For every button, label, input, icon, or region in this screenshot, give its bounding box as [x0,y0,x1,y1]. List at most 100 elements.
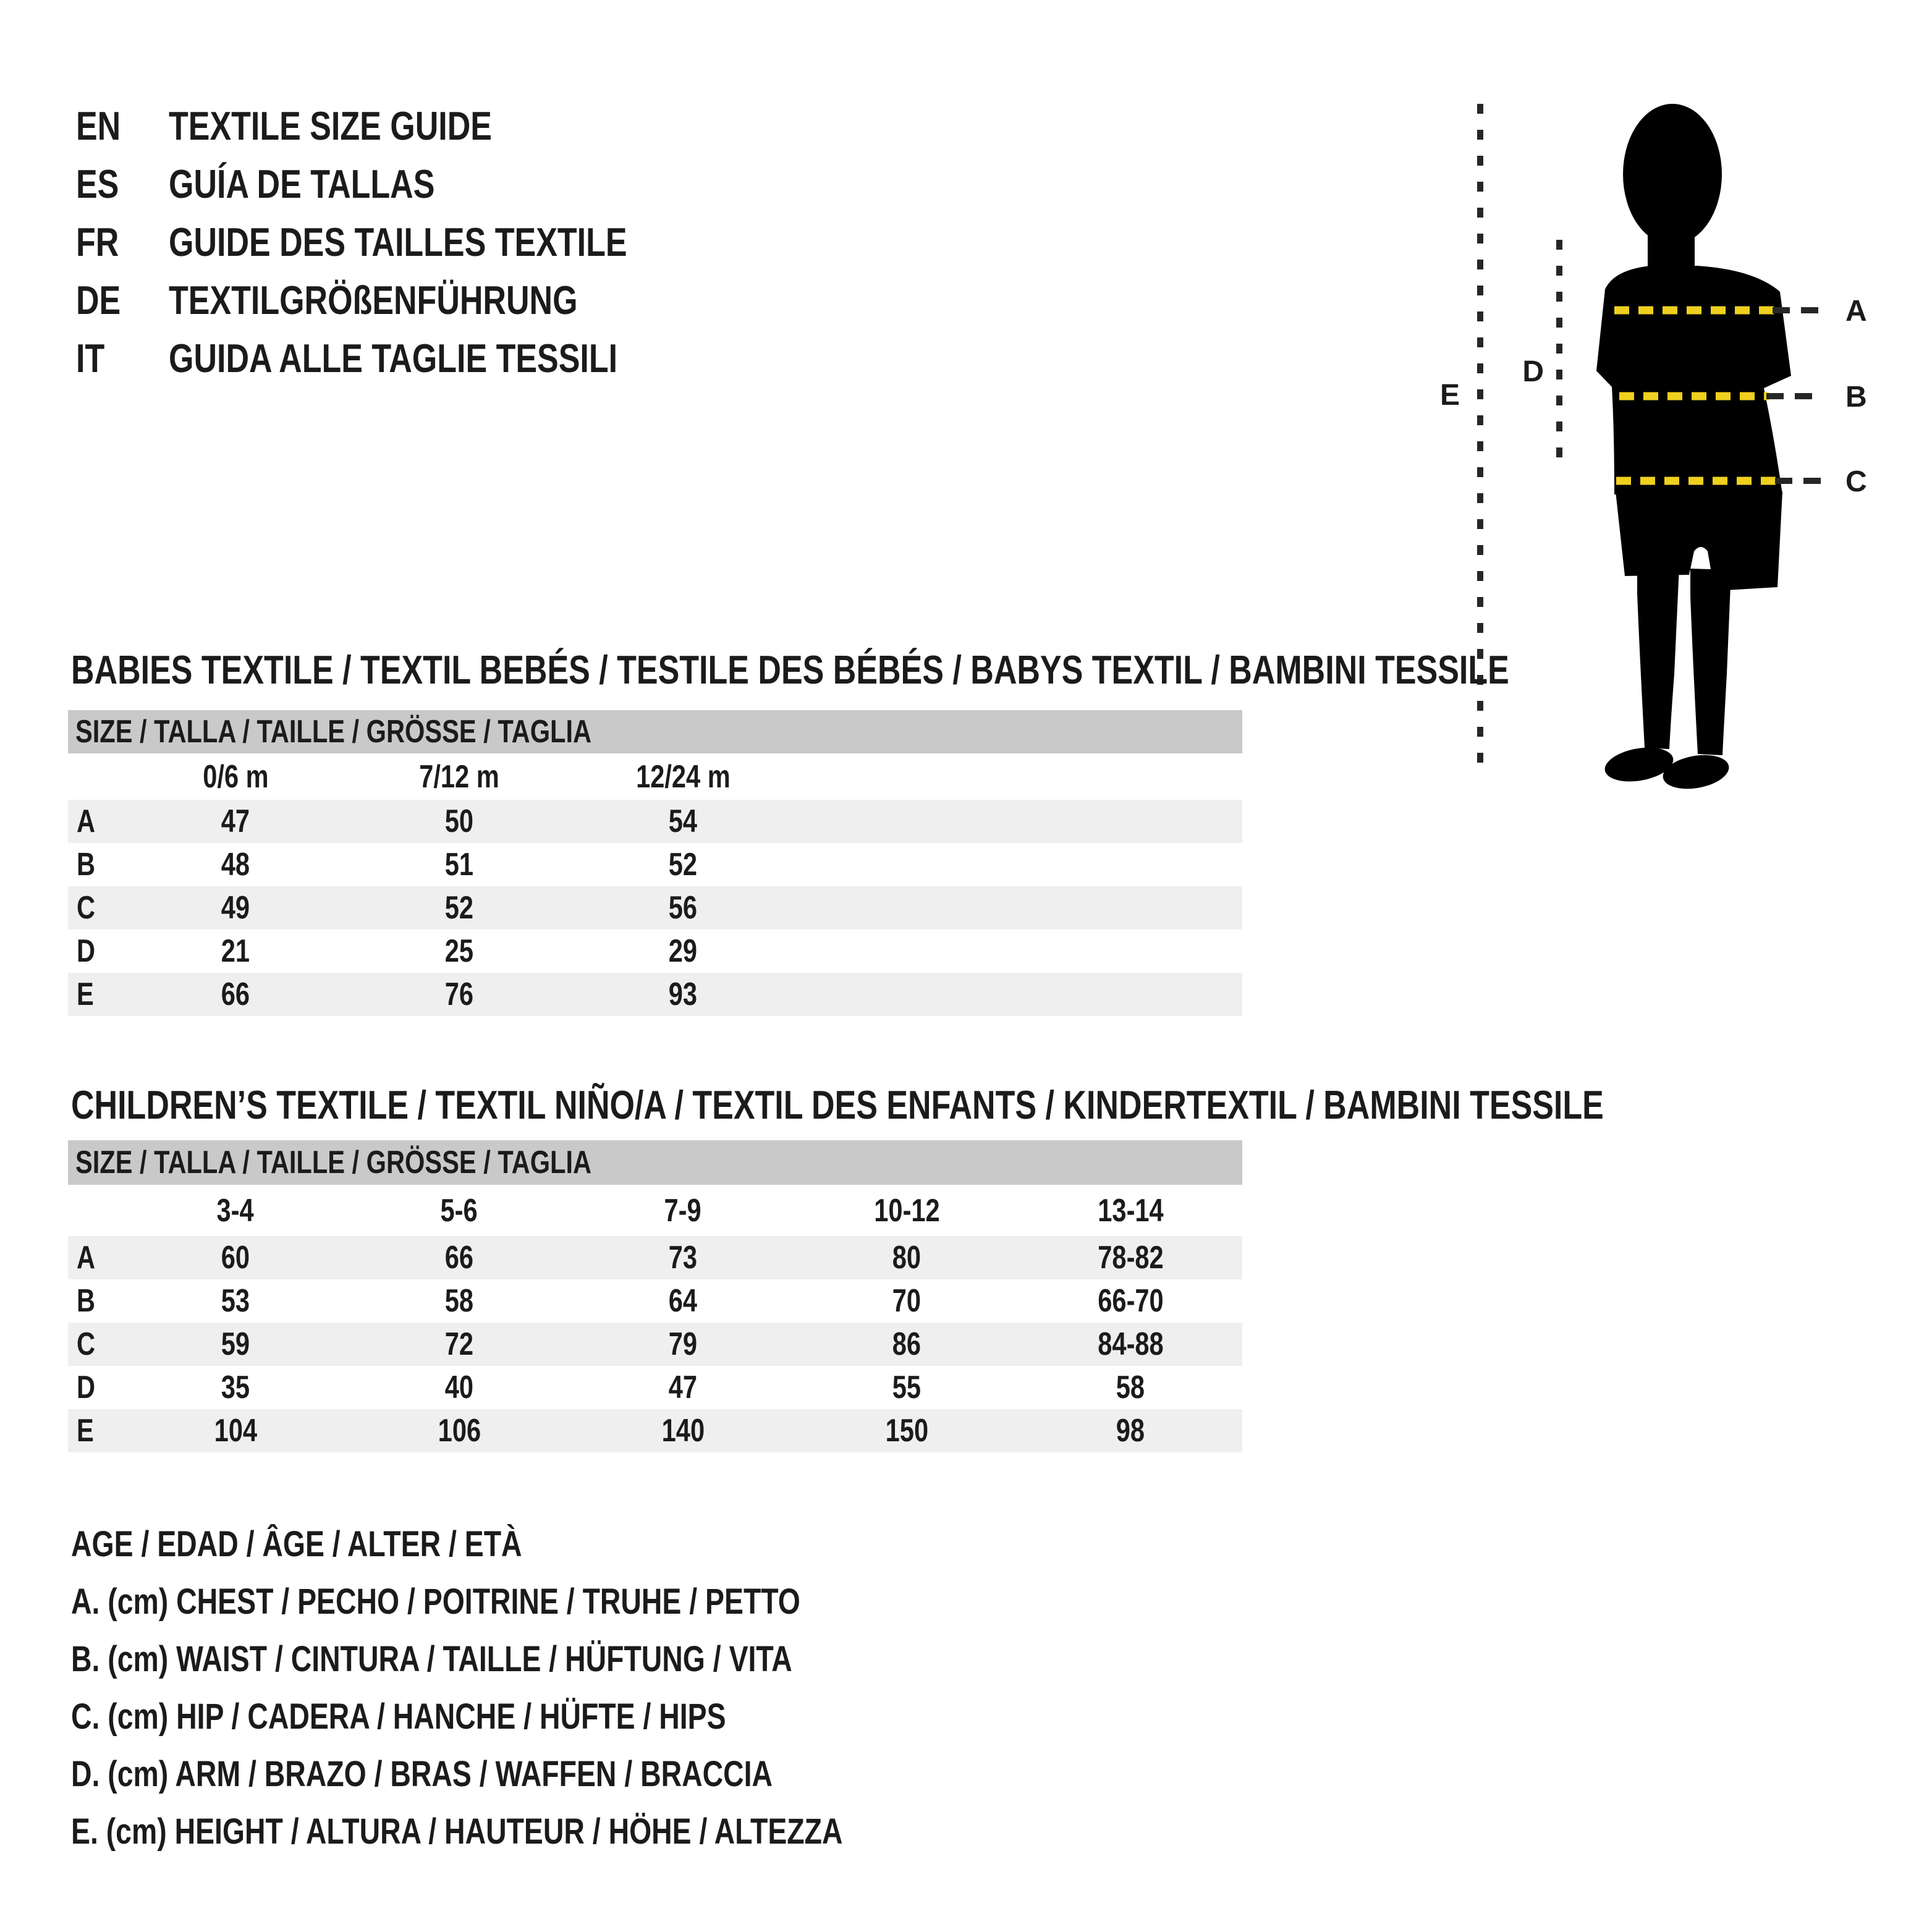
size-value: 98 [1116,1413,1145,1449]
language-code: EN [76,103,121,148]
size-value: 60 [221,1240,250,1276]
size-value: 73 [668,1240,698,1276]
size-value: 48 [221,847,250,883]
size-value: 35 [221,1370,250,1405]
guide-title-it: GUIDA ALLE TAGLIE TESSILI [169,335,618,381]
legend-line-chest: A. (cm) CHEST / PECHO / POITRINE / TRUHE… [71,1582,800,1622]
figure-label-e: E [1440,379,1460,412]
legend-line-waist: B. (cm) WAIST / CINTURA / TAILLE / HÜFTU… [71,1639,792,1679]
size-value: 40 [444,1370,474,1405]
language-title-block: EN TEXTILE SIZE GUIDE ES GUÍA DE TALLAS … [76,96,742,387]
table-row: D 35 40 47 55 58 [68,1366,1242,1409]
legend-line-height: E. (cm) HEIGHT / ALTURA / HAUTEUR / HÖHE… [71,1811,843,1852]
size-value: 47 [668,1370,698,1405]
size-value: 64 [668,1283,698,1319]
figure-label-a: A [1845,295,1867,328]
size-value: 29 [668,933,698,969]
figure-label-c: C [1845,465,1867,498]
size-value: 93 [668,977,698,1012]
children-section-title: CHILDREN’S TEXTILE / TEXTIL NIÑO/A / TEX… [71,1082,1604,1127]
row-label: C [77,890,96,926]
size-value: 72 [444,1326,474,1362]
row-label: B [77,847,96,883]
size-value: 79 [668,1326,698,1362]
language-code: ES [76,161,119,206]
row-label: E [77,1413,94,1449]
row-label: C [77,1326,96,1362]
language-row-en: EN TEXTILE SIZE GUIDE [76,96,742,155]
table-row: A 47 50 54 [68,800,1242,843]
table-row: C 59 72 79 86 84-88 [68,1323,1242,1366]
guide-title-es: GUÍA DE TALLAS [169,161,435,206]
figure-label-d: D [1522,355,1544,388]
language-code: DE [76,277,121,323]
size-value: 78-82 [1097,1240,1164,1276]
size-value: 21 [221,933,250,969]
size-value: 47 [221,803,250,839]
size-value: 106 [438,1413,481,1449]
size-value: 58 [444,1283,474,1319]
legend-line-hip: C. (cm) HIP / CADERA / HANCHE / HÜFTE / … [71,1697,726,1737]
size-value: 80 [892,1240,922,1276]
size-value: 50 [444,803,474,839]
row-label: E [77,977,94,1012]
language-code: IT [76,335,105,381]
column-header: 3-4 [216,1192,255,1229]
column-header: 5-6 [440,1192,478,1229]
size-value: 54 [668,803,698,839]
size-value: 53 [221,1283,250,1319]
size-value: 150 [885,1413,928,1449]
table-row: D 21 25 29 [68,930,1242,973]
size-value: 25 [444,933,474,969]
size-value: 59 [221,1326,250,1362]
size-value: 51 [444,847,474,883]
row-label: D [77,933,96,969]
table-row: B 53 58 64 70 66-70 [68,1279,1242,1323]
size-value: 86 [892,1326,922,1362]
column-header: 7/12 m [419,758,499,795]
row-label: D [77,1370,96,1405]
babies-section-title: BABIES TEXTILE / TEXTIL BEBÉS / TESTILE … [71,647,1509,692]
column-header: 10-12 [873,1192,940,1229]
language-row-it: IT GUIDA ALLE TAGLIE TESSILI [76,329,742,387]
row-label: A [77,1240,96,1276]
measurement-figure: A B C D E [1440,104,1867,789]
size-value: 55 [892,1370,922,1405]
children-size-table: SIZE / TALLA / TAILLE / GRÖSSE / TAGLIA … [68,1140,1242,1452]
column-header: 7-9 [664,1192,702,1229]
legend-line-age: AGE / EDAD / ÂGE / ALTER / ETÀ [71,1524,522,1564]
language-row-fr: FR GUIDE DES TAILLES TEXTILE [76,213,742,271]
child-silhouette-icon [1596,104,1791,789]
size-value: 56 [668,890,698,926]
column-header-row: 3-4 5-6 7-9 10-12 13-14 [68,1185,1242,1236]
column-header: 0/6 m [202,758,269,795]
legend-line-arm: D. (cm) ARM / BRAZO / BRAS / WAFFEN / BR… [71,1754,773,1794]
table-row: B 48 51 52 [68,843,1242,886]
size-value: 76 [444,977,474,1012]
babies-size-table: SIZE / TALLA / TAILLE / GRÖSSE / TAGLIA … [68,710,1242,1016]
guide-title-fr: GUIDE DES TAILLES TEXTILE [169,219,627,265]
size-value: 104 [214,1413,257,1449]
size-value: 66 [221,977,250,1012]
size-value: 140 [661,1413,705,1449]
measurement-legend: AGE / EDAD / ÂGE / ALTER / ETÀ A. (cm) C… [71,1515,1036,1860]
size-value: 70 [892,1283,922,1319]
column-header: 12/24 m [635,758,731,795]
size-value: 58 [1116,1370,1145,1405]
table-row: A 60 66 73 80 78-82 [68,1236,1242,1279]
table-header-bar: SIZE / TALLA / TAILLE / GRÖSSE / TAGLIA [68,710,1242,753]
size-value: 66 [444,1240,474,1276]
size-value: 52 [668,847,698,883]
table-row: E 66 76 93 [68,973,1242,1016]
language-row-de: DE TEXTILGRÖßENFÜHRUNG [76,271,742,329]
size-value: 52 [444,890,474,926]
figure-label-b: B [1845,381,1867,413]
table-row: E 104 106 140 150 98 [68,1409,1242,1452]
size-value: 66-70 [1097,1283,1164,1319]
size-value: 49 [221,890,250,926]
guide-title-en: TEXTILE SIZE GUIDE [169,103,492,148]
guide-title-de: TEXTILGRÖßENFÜHRUNG [169,277,578,323]
row-label: B [77,1283,96,1319]
size-value: 84-88 [1097,1326,1164,1362]
